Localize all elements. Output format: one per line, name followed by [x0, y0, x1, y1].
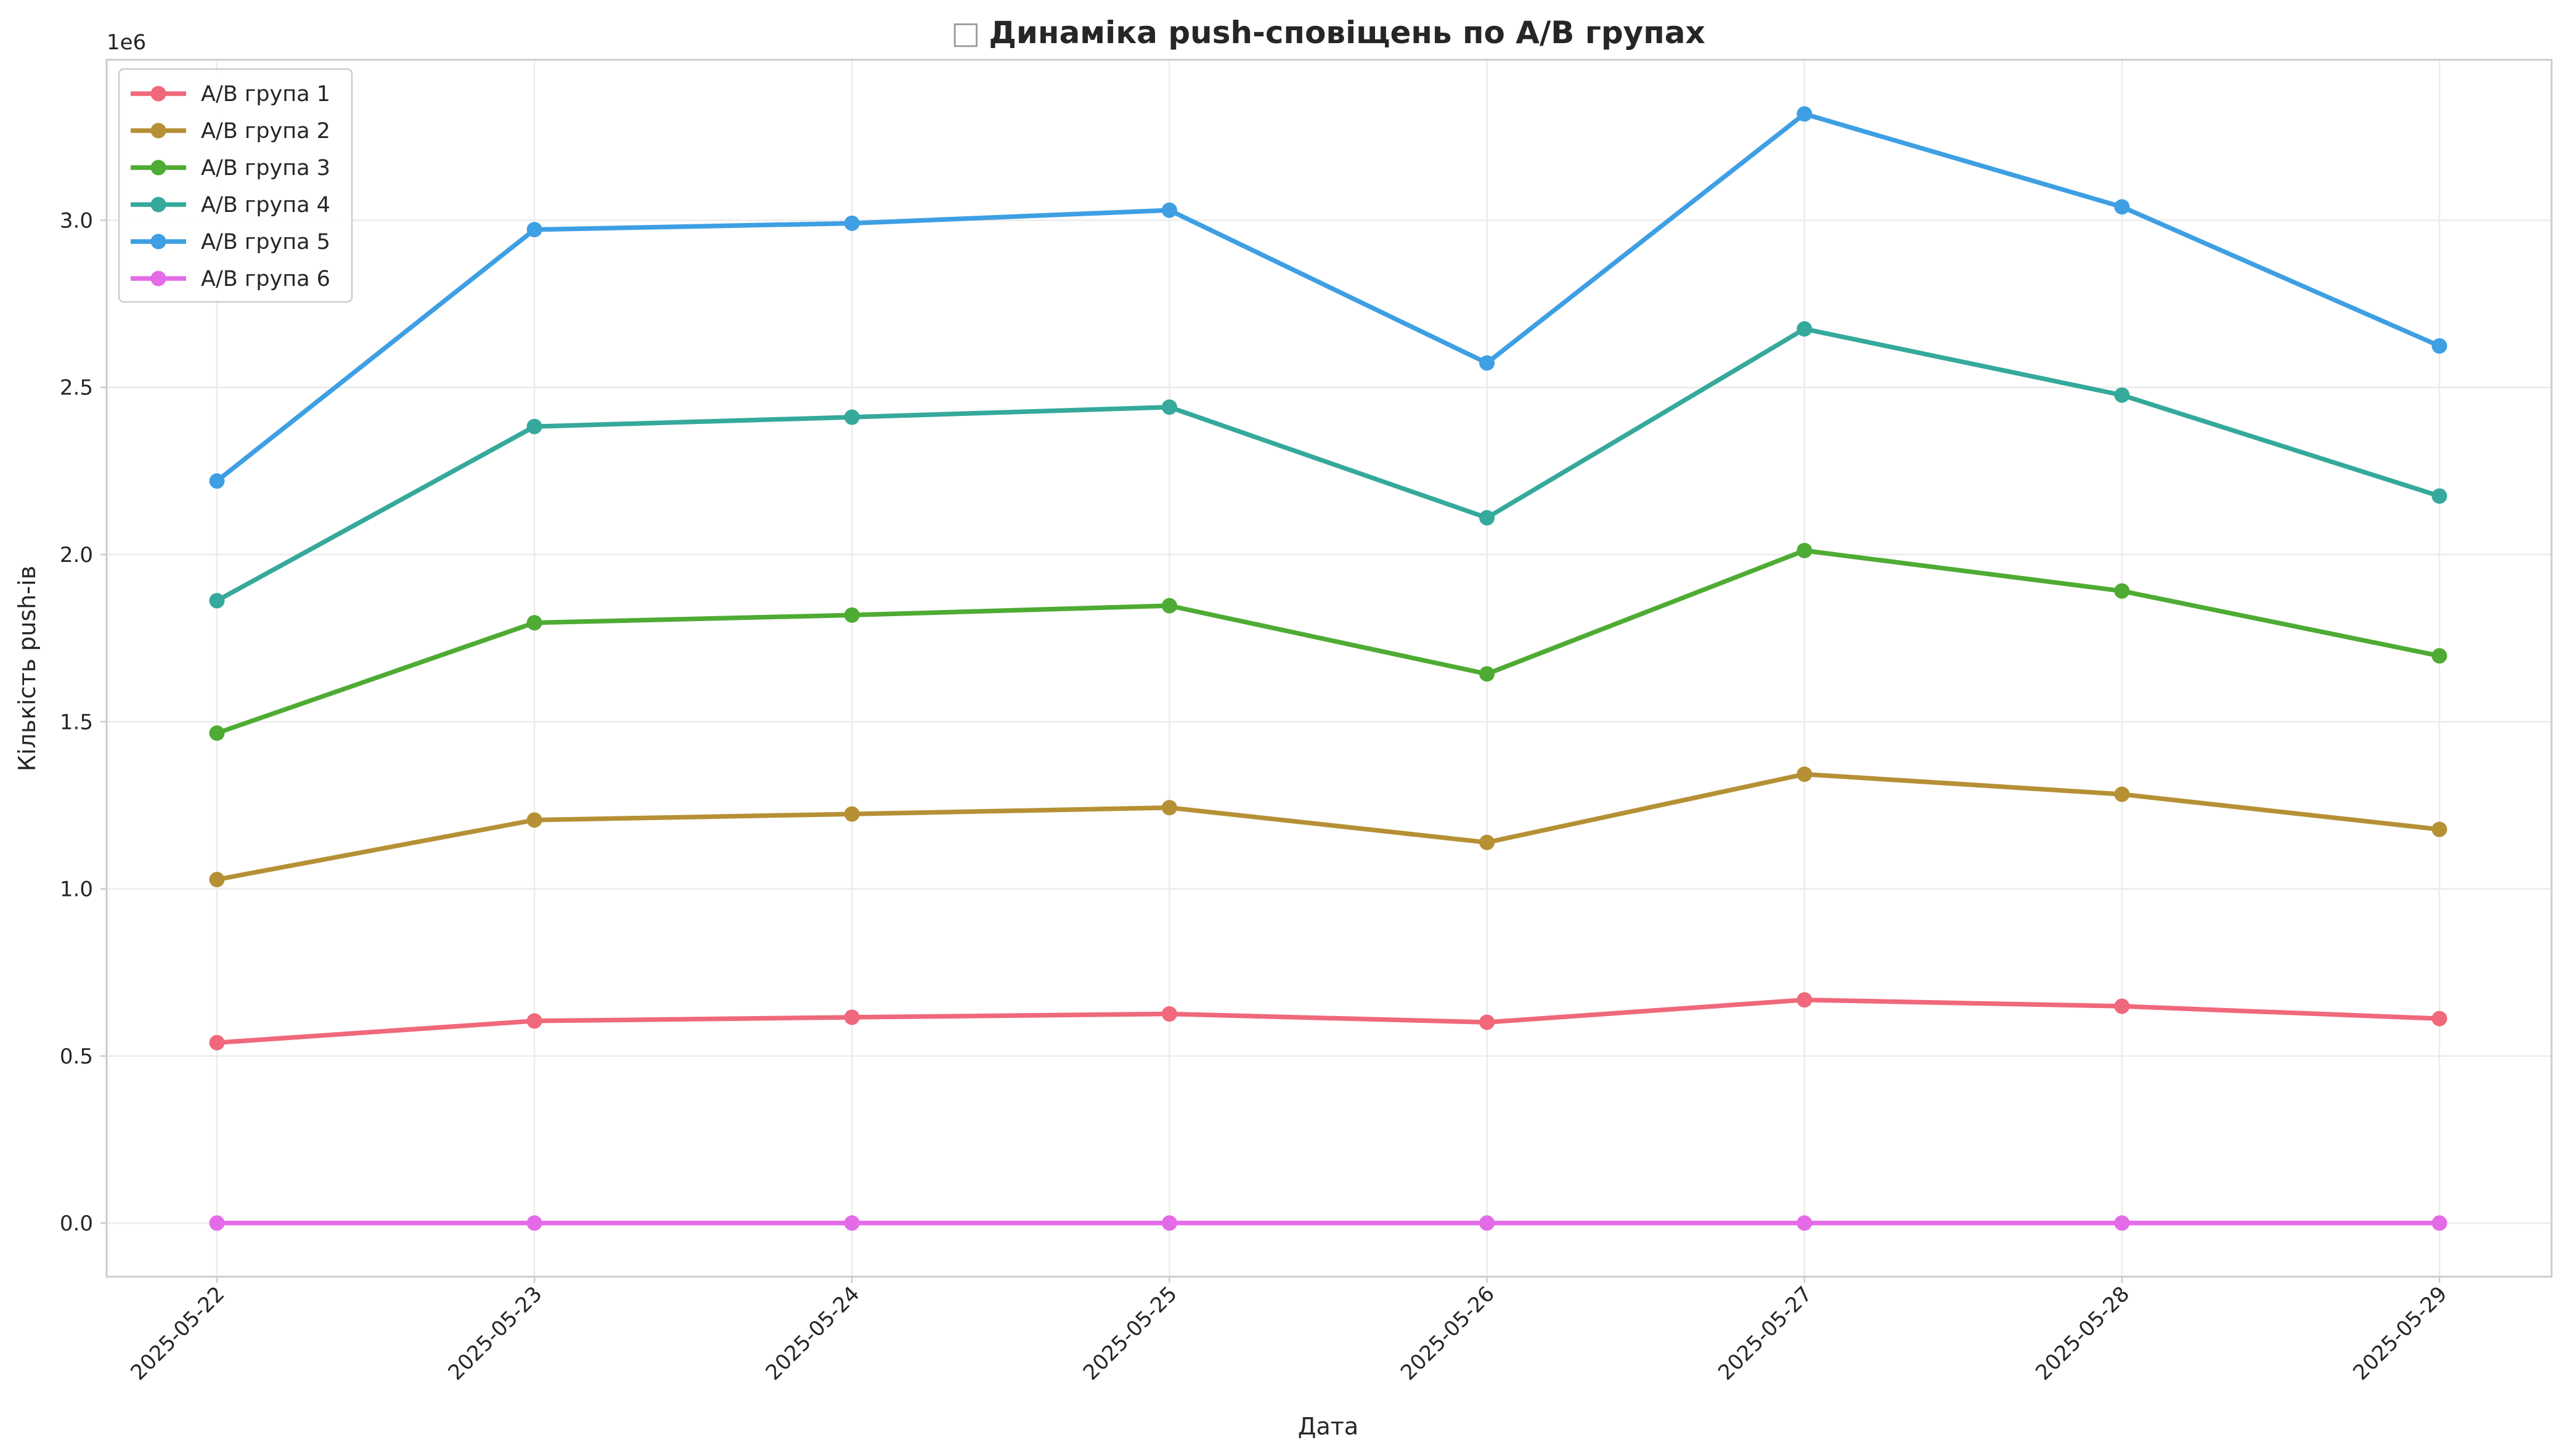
legend-item: A/B група 2	[131, 119, 330, 144]
series-5	[209, 106, 2447, 489]
data-point	[1479, 834, 1495, 850]
data-point	[844, 409, 860, 425]
data-point	[2431, 821, 2447, 837]
data-point	[1797, 321, 1813, 337]
series-2	[209, 766, 2447, 887]
data-point	[1479, 1014, 1495, 1030]
series-6	[209, 1215, 2447, 1231]
data-point	[1797, 992, 1813, 1008]
data-point	[526, 615, 542, 631]
data-point	[1479, 355, 1495, 371]
data-point	[1797, 543, 1813, 559]
y-axis-ticks: 0.0 0.5 1.0 1.5 2.0 2.5 3.0	[60, 208, 107, 1236]
chart-title: □ Динаміка push-сповіщень по A/B групах	[951, 15, 1705, 51]
data-point	[209, 871, 225, 887]
data-point	[1161, 800, 1177, 816]
legend-marker	[150, 270, 166, 287]
data-point	[844, 806, 860, 822]
legend-item: A/B група 1	[131, 82, 330, 107]
data-point	[1797, 1215, 1813, 1231]
legend-label: A/B група 1	[201, 82, 330, 107]
data-point	[1161, 598, 1177, 614]
data-point	[1797, 766, 1813, 782]
data-point	[2431, 1215, 2447, 1231]
y-tick-label: 0.5	[60, 1044, 93, 1069]
data-point	[209, 1035, 225, 1051]
legend-label: A/B група 6	[201, 267, 330, 291]
y-tick-label: 3.0	[60, 208, 93, 233]
legend-marker	[150, 123, 166, 139]
legend-label: A/B група 4	[201, 193, 330, 218]
data-point	[526, 812, 542, 828]
data-point	[844, 215, 860, 231]
legend-item: A/B група 3	[131, 156, 330, 181]
legend-label: A/B група 2	[201, 119, 330, 144]
plot-frame	[105, 59, 2553, 1278]
data-point	[209, 725, 225, 741]
data-point	[2431, 488, 2447, 504]
data-point	[2114, 583, 2130, 599]
data-point	[2431, 338, 2447, 354]
legend-item: A/B група 5	[131, 230, 330, 254]
series-line	[214, 997, 2442, 1045]
series-line	[214, 548, 2442, 736]
data-point	[1479, 510, 1495, 526]
data-point	[844, 1215, 860, 1231]
data-point	[844, 607, 860, 623]
data-point	[1479, 666, 1495, 682]
series-line	[214, 327, 2442, 603]
data-point	[2114, 199, 2130, 215]
data-point	[1161, 1006, 1177, 1022]
data-point	[1797, 106, 1813, 122]
data-point	[209, 593, 225, 609]
series-line	[214, 112, 2442, 484]
series-1	[209, 992, 2447, 1051]
x-axis-title: Дата	[1298, 1413, 1358, 1440]
y-tick-label: 2.5	[60, 376, 93, 401]
title-icon: □	[951, 15, 980, 51]
legend-marker	[150, 234, 166, 250]
data-point	[2114, 1215, 2130, 1231]
legend-marker	[150, 197, 166, 213]
legend-marker	[150, 86, 166, 102]
data-point	[526, 418, 542, 434]
data-point	[209, 473, 225, 489]
series-4	[209, 321, 2447, 609]
data-point	[526, 1215, 542, 1231]
y-offset-label: 1e6	[107, 30, 146, 55]
data-point	[2431, 1011, 2447, 1027]
legend-label: A/B група 3	[201, 156, 330, 181]
legend-item: A/B група 6	[131, 267, 330, 291]
y-tick-label: 1.0	[60, 877, 93, 902]
data-point	[1479, 1215, 1495, 1231]
y-tick-label: 0.0	[60, 1211, 93, 1236]
data-point	[2114, 786, 2130, 802]
grid	[107, 60, 2552, 1277]
y-tick-label: 2.0	[60, 543, 93, 567]
series-group	[209, 106, 2447, 1231]
series-line	[214, 771, 2442, 882]
y-tick-label: 1.5	[60, 710, 93, 734]
legend: A/B група 1 A/B група 2 A/B група 3 A/B гру…	[118, 68, 353, 303]
legend-label: A/B група 5	[201, 230, 330, 254]
legend-item: A/B група 4	[131, 193, 330, 218]
data-point	[526, 222, 542, 238]
data-point	[844, 1009, 860, 1025]
legend-marker	[150, 160, 166, 176]
title-text: Динаміка push-сповіщень по A/B групах	[989, 15, 1705, 51]
data-point	[1161, 399, 1177, 415]
series-3	[209, 543, 2447, 741]
y-axis-title: Кількість push-ів	[14, 566, 41, 771]
data-point	[1161, 202, 1177, 218]
data-point	[2114, 998, 2130, 1014]
data-point	[1161, 1215, 1177, 1231]
data-point	[209, 1215, 225, 1231]
data-point	[2431, 648, 2447, 664]
data-point	[526, 1013, 542, 1029]
data-point	[2114, 387, 2130, 403]
